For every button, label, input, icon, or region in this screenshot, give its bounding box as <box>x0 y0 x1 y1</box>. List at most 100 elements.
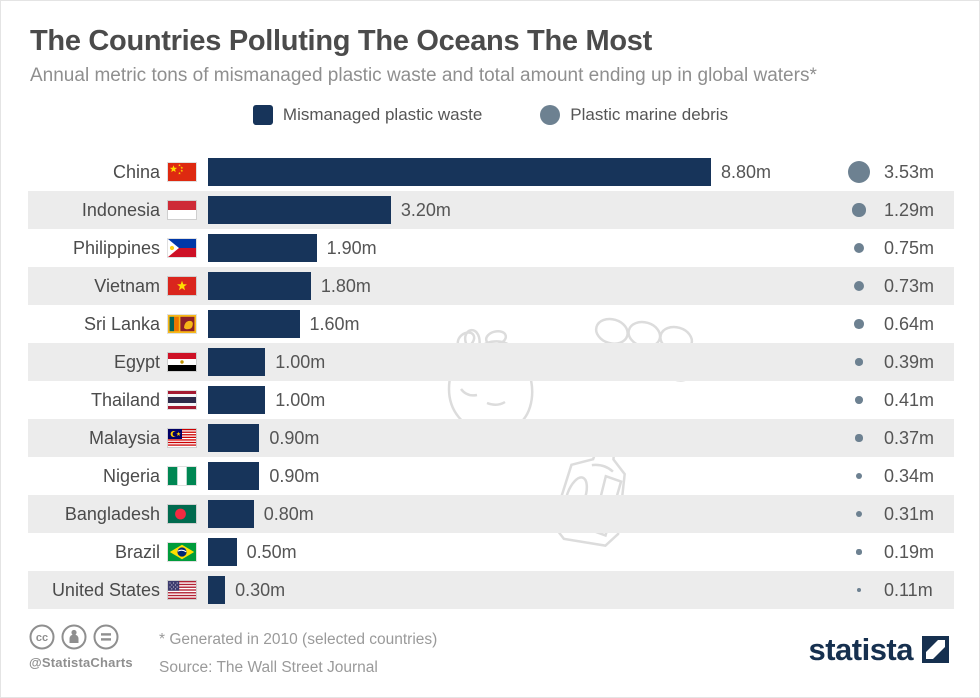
waste-bar <box>208 500 254 528</box>
country-label: Vietnam <box>94 275 160 296</box>
waste-swatch-icon <box>252 105 273 125</box>
waste-value-label: 1.00m <box>275 351 326 372</box>
table-row: Malaysia 0.90m 0.37m <box>28 419 954 457</box>
flag-nigeria-icon <box>167 466 197 486</box>
debris-value-label: 1.29m <box>884 199 935 220</box>
debris-value-label: 0.19m <box>884 541 935 562</box>
table-row: Egypt 1.00m 0.39m <box>28 343 954 381</box>
flag-united-states-icon <box>167 580 197 600</box>
waste-value-label: 1.60m <box>309 313 360 334</box>
debris-dot <box>855 472 863 480</box>
debris-dot <box>855 396 863 404</box>
cc-attribution-icon <box>61 624 87 650</box>
cc-icon: cc <box>29 624 55 650</box>
table-row: Thailand 1.00m 0.41m <box>28 381 954 419</box>
cc-icons: cc <box>29 624 147 650</box>
debris-value-label: 0.75m <box>884 237 935 258</box>
table-row: Indonesia 3.20m 1.29m <box>28 191 954 229</box>
country-label: Sri Lanka <box>83 313 160 334</box>
header: The Countries Polluting The Oceans The M… <box>1 1 979 125</box>
waste-bar <box>208 234 317 262</box>
footer: cc @StatistaCharts * Generated in 2010 (… <box>29 624 949 683</box>
country-label: United States <box>51 579 160 600</box>
waste-bar <box>208 576 226 604</box>
waste-value-label: 1.80m <box>320 275 371 296</box>
country-label: China <box>112 161 160 182</box>
country-label: Indonesia <box>81 199 160 220</box>
waste-value-label: 1.00m <box>275 389 326 410</box>
page-title: The Countries Polluting The Oceans The M… <box>30 25 652 57</box>
statista-charts-handle: @StatistaCharts <box>29 654 133 670</box>
footnote: * Generated in 2010 (selected countries) <box>159 630 438 648</box>
waste-value-label: 3.20m <box>400 199 451 220</box>
legend-debris-label: Plastic marine debris <box>570 105 729 124</box>
flag-malaysia-icon <box>167 428 197 448</box>
table-row: Vietnam 1.80m 0.73m <box>28 267 954 305</box>
waste-value-label: 1.90m <box>326 237 377 258</box>
waste-bar <box>208 462 260 490</box>
flag-philippines-icon <box>167 238 197 258</box>
table-row: Brazil 0.50m 0.19m <box>28 533 954 571</box>
debris-value-label: 0.41m <box>884 389 935 410</box>
waste-bar <box>208 272 311 300</box>
waste-bar <box>208 424 260 452</box>
statista-logo: statista <box>808 624 949 668</box>
debris-value-label: 3.53m <box>884 161 935 182</box>
waste-value-label: 0.90m <box>269 427 320 448</box>
table-row: Bangladesh 0.80m 0.31m <box>28 495 954 533</box>
flag-sri-lanka-icon <box>167 314 197 334</box>
waste-bar <box>208 538 237 566</box>
debris-value-label: 0.73m <box>884 275 935 296</box>
flag-egypt-icon <box>167 352 197 372</box>
waste-value-label: 0.50m <box>246 541 297 562</box>
chart-rows: China 8.80m 3.53m Indonesia 3.20m <box>28 153 954 609</box>
country-label: Bangladesh <box>64 503 160 524</box>
flag-indonesia-icon <box>167 200 197 220</box>
waste-value-label: 0.80m <box>263 503 314 524</box>
waste-bar <box>208 158 711 186</box>
debris-dot <box>857 588 861 592</box>
table-row: Philippines 1.90m 0.75m <box>28 229 954 267</box>
country-label: Brazil <box>114 541 160 562</box>
debris-dot <box>855 358 863 366</box>
debris-dot-icon <box>540 105 561 125</box>
svg-text:cc: cc <box>36 632 48 644</box>
table-row: Nigeria 0.90m 0.34m <box>28 457 954 495</box>
cc-license-block: cc @StatistaCharts <box>29 624 147 670</box>
debris-value-label: 0.37m <box>884 427 935 448</box>
table-row: China 8.80m 3.53m <box>28 153 954 191</box>
country-label: Philippines <box>72 237 160 258</box>
country-label: Egypt <box>113 351 160 372</box>
waste-bar <box>208 386 266 414</box>
debris-dot <box>854 281 864 291</box>
source-line: Source: The Wall Street Journal <box>159 659 378 677</box>
table-row: Sri Lanka 1.60m 0.64m <box>28 305 954 343</box>
debris-value-label: 0.31m <box>884 503 935 524</box>
flag-brazil-icon <box>167 542 197 562</box>
debris-value-label: 0.39m <box>884 351 935 372</box>
debris-dot <box>856 549 862 555</box>
debris-dot <box>855 510 863 518</box>
waste-bar <box>208 310 300 338</box>
country-label: Nigeria <box>102 465 160 486</box>
flag-china-icon <box>167 162 197 182</box>
country-label: Thailand <box>90 389 160 410</box>
flag-bangladesh-icon <box>167 504 197 524</box>
statista-logo-mark <box>922 636 949 664</box>
statista-wordmark: statista <box>808 631 913 667</box>
cc-equal-icon <box>93 624 119 650</box>
footer-notes: * Generated in 2010 (selected countries)… <box>159 624 437 683</box>
waste-bar <box>208 348 266 376</box>
debris-value-label: 0.64m <box>884 313 935 334</box>
waste-bar <box>208 196 391 224</box>
debris-value-label: 0.11m <box>884 579 933 600</box>
country-label: Malaysia <box>88 427 160 448</box>
waste-value-label: 0.30m <box>235 579 286 600</box>
debris-dot <box>852 203 866 217</box>
debris-dot <box>853 242 865 254</box>
waste-value-label: 8.80m <box>721 161 772 182</box>
page-subtitle: Annual metric tons of mismanaged plastic… <box>30 65 817 86</box>
table-row: United States 0.30m 0.11m <box>28 571 954 609</box>
debris-value-label: 0.34m <box>884 465 935 486</box>
